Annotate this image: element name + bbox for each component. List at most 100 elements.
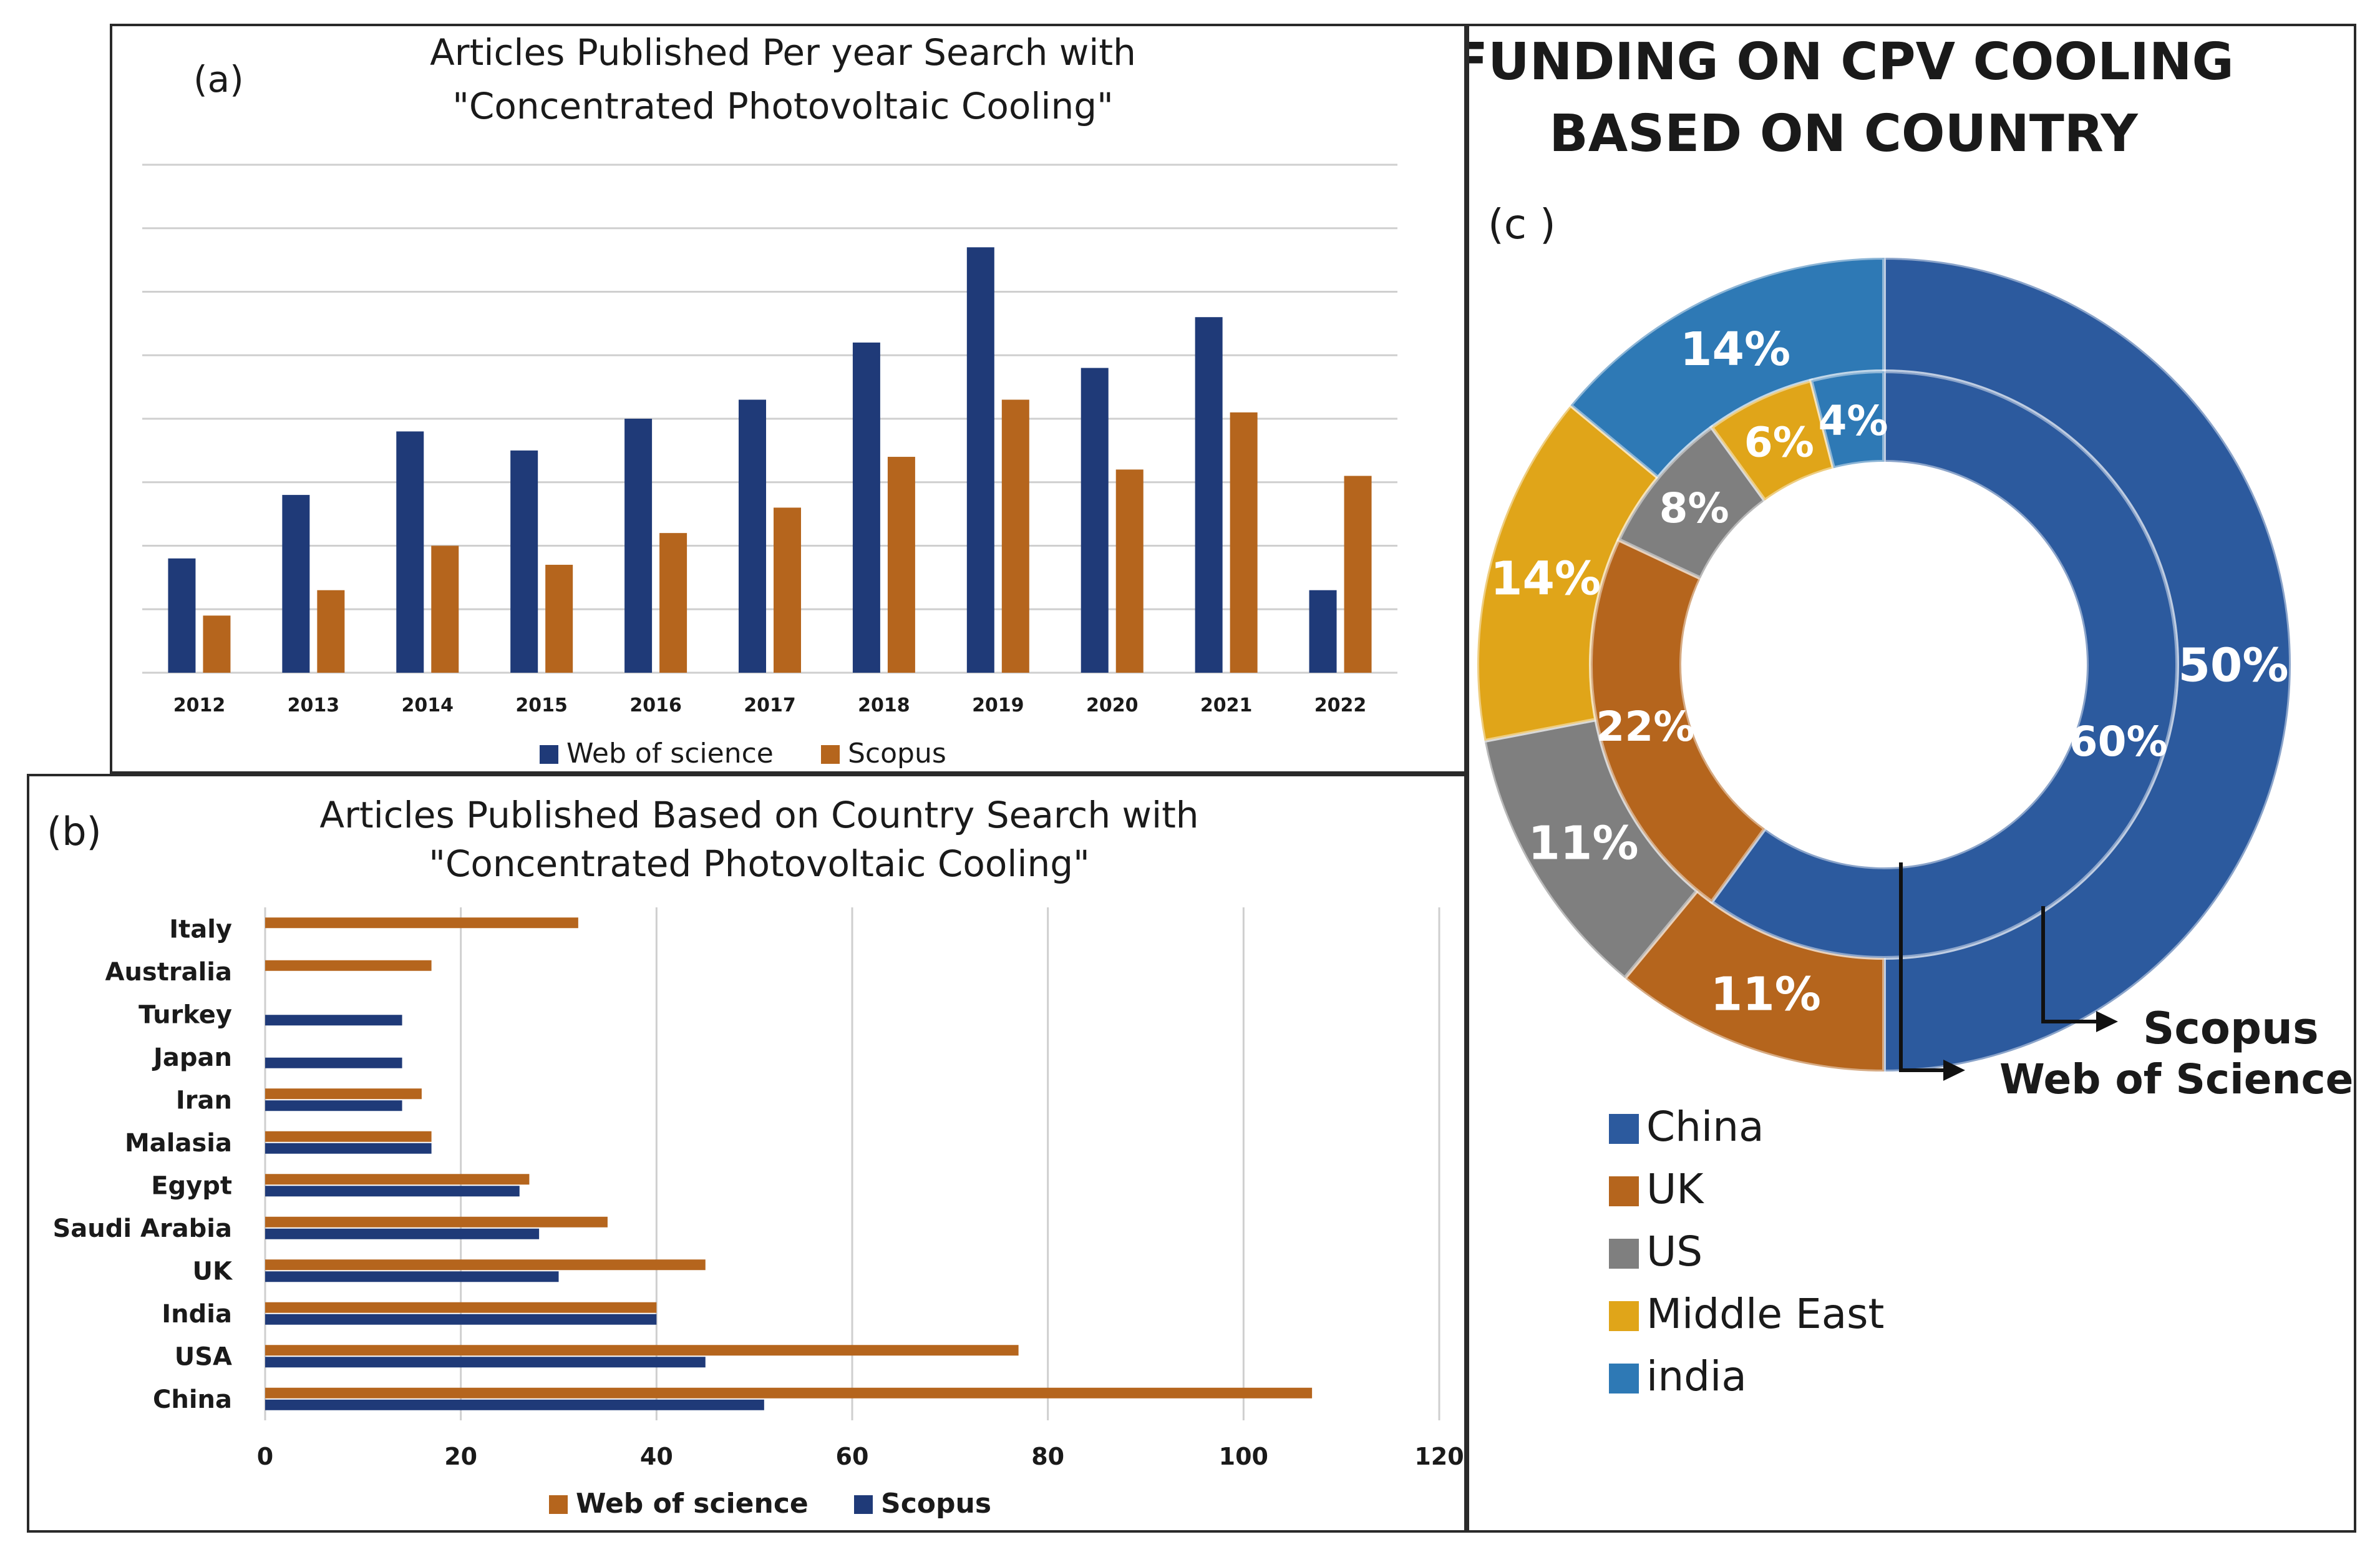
chart-c-web-of-science-pointer-line	[1899, 862, 1943, 1072]
chart-a-x-tick-label: 2015	[515, 695, 568, 716]
chart-a-legend-swatch-web-of-science	[540, 745, 558, 764]
chart-a-bar-web-of-science	[396, 431, 424, 673]
chart-a-bar-scopus	[545, 565, 573, 673]
chart-b-bar-web-of-science	[265, 1302, 657, 1313]
chart-c-legend-label-india: india	[1646, 1352, 1747, 1400]
chart-c-legend-swatch-uk	[1609, 1176, 1639, 1206]
chart-c-legend-swatch-middle-east	[1609, 1301, 1639, 1331]
chart-a-bar-web-of-science	[168, 558, 196, 673]
chart-c-legend-swatch-china	[1609, 1114, 1639, 1144]
chart-a-x-tick-label: 2022	[1314, 695, 1367, 716]
chart-b-bar-scopus	[265, 1143, 432, 1154]
chart-a-bar-web-of-science	[282, 495, 310, 673]
chart-a-bar-web-of-science	[1081, 368, 1109, 673]
chart-c-scopus-label-middle-east: 14%	[1490, 552, 1601, 605]
chart-b-y-tick-label: Egypt	[151, 1171, 232, 1200]
chart-c-scopus-label-india: 14%	[1680, 323, 1790, 376]
chart-c-web-of-science-label-china: 60%	[2069, 718, 2168, 766]
chart-b-legend-swatch-scopus	[854, 1495, 873, 1514]
chart-a-bar-web-of-science	[1195, 317, 1223, 673]
chart-b-y-tick-label: Japan	[152, 1043, 232, 1072]
chart-a-x-tick-label: 2020	[1086, 695, 1139, 716]
chart-c-title-line2: BASED ON COUNTRY	[1549, 104, 2139, 164]
chart-b-y-tick-label: China	[153, 1385, 232, 1414]
chart-c-web-of-science-slice-india	[1809, 369, 1886, 471]
chart-b-bar-web-of-science	[265, 1174, 530, 1185]
chart-b-bar-scopus	[265, 1399, 764, 1410]
chart-a-x-tick-label: 2014	[402, 695, 454, 716]
panel-label-a: (a)	[193, 58, 244, 100]
chart-b-bar-web-of-science	[265, 1387, 1313, 1398]
chart-a-x-tick-label: 2013	[288, 695, 340, 716]
chart-a-legend-label-web-of-science: Web of science	[566, 738, 774, 769]
chart-b-bar-web-of-science	[265, 1216, 608, 1228]
chart-b-y-tick-label: Italy	[169, 915, 232, 944]
chart-c-web-of-science-label-india: 4%	[1818, 397, 1888, 445]
chart-a-x-tick-label: 2021	[1200, 695, 1253, 716]
chart-b-x-tick-label: 40	[640, 1443, 673, 1470]
chart-c-web-of-science-slice-china	[1709, 369, 2179, 960]
chart-c-web-of-science-label-us: 8%	[1659, 484, 1729, 532]
chart-b-bar-scopus	[265, 1015, 402, 1026]
chart-c-scopus-label-us: 11%	[1528, 817, 1638, 871]
chart-b-bar-scopus	[265, 1228, 540, 1239]
chart-a-x-tick-label: 2016	[629, 695, 681, 716]
chart-b-x-tick-label: 100	[1219, 1443, 1268, 1470]
chart-b-x-tick-label: 80	[1031, 1443, 1064, 1470]
chart-b-bar-web-of-science	[265, 1131, 432, 1142]
chart-a-bar-web-of-science	[1309, 590, 1337, 673]
chart-c-legend-label-china: China	[1646, 1103, 1764, 1151]
chart-a-x-tick-label: 2017	[744, 695, 796, 716]
chart-c-scopus-arrowhead	[2096, 1011, 2118, 1032]
chart-a-bar-scopus	[1001, 399, 1029, 673]
chart-c-funding-donut: FUNDING ON CPV COOLING BASED ON COUNTRY (c…	[1469, 32, 2353, 1400]
chart-b-y-tick-label: Saudi Arabia	[52, 1214, 232, 1243]
chart-b-title-line1: Articles Published Based on Country Sear…	[319, 794, 1198, 836]
chart-b-y-tick-label: UK	[193, 1257, 233, 1286]
chart-a-bar-web-of-science	[739, 399, 766, 673]
chart-b-legend-label-web-of-science: Web of science	[576, 1488, 809, 1520]
chart-c-legend-label-uk: UK	[1646, 1165, 1704, 1213]
panel-label-b: (b)	[47, 809, 102, 854]
chart-c-web-of-science-label-uk: 22%	[1596, 703, 1694, 751]
panel-label-c: (c )	[1488, 200, 1556, 248]
chart-c-web-of-science-label-middle-east: 6%	[1744, 418, 1814, 466]
chart-a-bar-scopus	[203, 615, 231, 673]
chart-a-bar-scopus	[1344, 476, 1372, 673]
chart-b-bar-web-of-science	[265, 960, 432, 971]
chart-b-bar-web-of-science	[265, 917, 578, 929]
chart-c-legend-label-us: US	[1646, 1228, 1702, 1276]
chart-b-legend-label-scopus: Scopus	[881, 1488, 991, 1520]
chart-b-bar-scopus	[265, 1357, 706, 1368]
chart-b-bar-web-of-science	[265, 1088, 422, 1100]
chart-a-legend-swatch-scopus	[821, 745, 840, 764]
chart-b-title-line2: "Concentrated Photovoltaic Cooling"	[429, 842, 1090, 885]
chart-c-scopus-pointer-line	[2041, 906, 2096, 1023]
chart-c-ring-label-scopus: Scopus	[2143, 1003, 2319, 1054]
chart-c-scopus-label-china: 50%	[2178, 639, 2288, 693]
chart-a-bar-scopus	[659, 533, 687, 673]
chart-b-x-tick-label: 0	[257, 1443, 273, 1470]
chart-b-bar-scopus	[265, 1057, 402, 1068]
chart-a-x-tick-label: 2012	[173, 695, 226, 716]
chart-b-y-tick-label: Iran	[176, 1086, 232, 1115]
chart-b-bar-web-of-science	[265, 1259, 706, 1271]
chart-a-bar-web-of-science	[510, 450, 538, 673]
chart-a-bar-scopus	[1230, 412, 1258, 673]
chart-b-x-tick-label: 20	[444, 1443, 477, 1470]
chart-a-bar-web-of-science	[624, 419, 653, 673]
chart-c-web-of-science-slice-us	[1616, 424, 1768, 581]
chart-b-y-tick-label: India	[162, 1300, 232, 1329]
chart-a-bar-scopus	[431, 545, 459, 673]
chart-c-web-of-science-arrowhead	[1943, 1060, 1965, 1081]
chart-a-bar-scopus	[774, 507, 801, 673]
chart-c-title-line1: FUNDING ON CPV COOLING	[1469, 32, 2234, 92]
chart-a-title-line1: Articles Published Per year Search with	[430, 31, 1136, 74]
chart-c-scopus-label-uk: 11%	[1711, 968, 1821, 1022]
chart-a-bar-scopus	[887, 457, 915, 673]
chart-c-legend-swatch-us	[1609, 1239, 1639, 1269]
chart-b-x-tick-label: 60	[836, 1443, 869, 1470]
chart-b-bar-scopus	[265, 1271, 559, 1282]
chart-b-bar-scopus	[265, 1314, 657, 1325]
chart-c-legend-swatch-india	[1609, 1364, 1639, 1393]
